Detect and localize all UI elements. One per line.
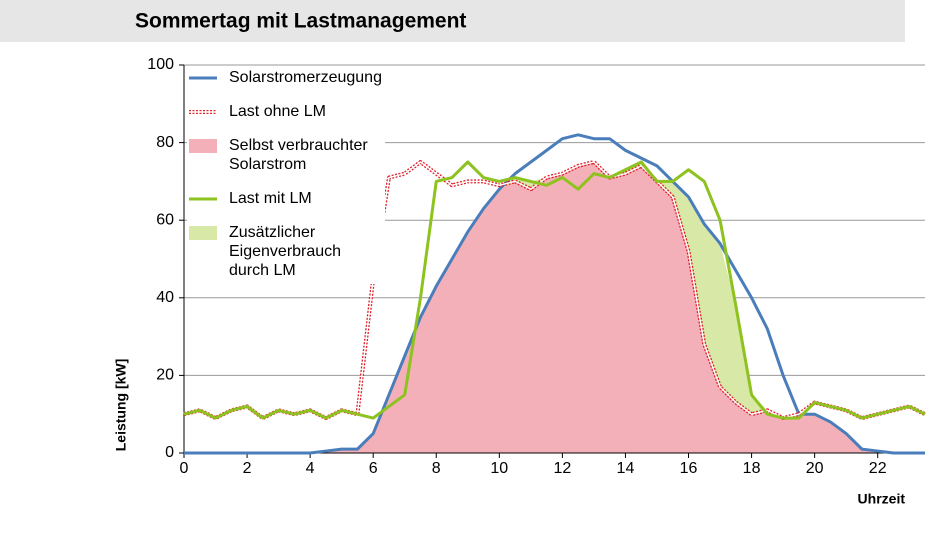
legend-label: Last ohne LM bbox=[229, 103, 326, 120]
x-tick-label: 12 bbox=[553, 460, 571, 477]
legend-entry: Solarstromerzeugung bbox=[189, 68, 382, 87]
legend-entry: Last mit LM bbox=[189, 189, 379, 208]
x-tick-label: 18 bbox=[743, 460, 761, 477]
legend-swatch bbox=[189, 76, 217, 80]
legend-swatch-fill bbox=[189, 139, 217, 153]
legend-entry: Last ohne LM bbox=[189, 102, 379, 121]
legend: Solarstromerzeugung Last ohne LM Selbst ve… bbox=[187, 66, 385, 284]
legend-entry: Zusätzlicher Eigenverbrauch durch LM bbox=[189, 223, 379, 280]
x-tick-label: 16 bbox=[680, 460, 698, 477]
area bbox=[184, 162, 925, 453]
x-tick-label: 2 bbox=[243, 460, 252, 477]
x-tick-label: 8 bbox=[432, 460, 441, 477]
x-tick-label: 22 bbox=[869, 460, 887, 477]
title-band bbox=[0, 0, 905, 42]
chart-title: Sommertag mit Lastmanagement bbox=[135, 10, 466, 33]
line bbox=[183, 160, 926, 420]
x-tick-label: 10 bbox=[490, 460, 508, 477]
y-tick-label: 0 bbox=[165, 444, 174, 461]
y-tick-label: 40 bbox=[156, 289, 174, 306]
x-tick-label: 4 bbox=[306, 460, 315, 477]
legend-swatch-fill bbox=[189, 226, 217, 240]
x-tick-label: 6 bbox=[369, 460, 378, 477]
y-tick-label: 80 bbox=[156, 134, 174, 151]
y-tick-label: 20 bbox=[156, 367, 174, 384]
legend-swatch bbox=[189, 110, 217, 114]
legend-label: Last mit LM bbox=[229, 190, 312, 207]
legend-swatch bbox=[189, 226, 217, 240]
area bbox=[184, 162, 925, 453]
legend-label: Solarstromerzeugung bbox=[229, 69, 382, 86]
y-tick-label: 60 bbox=[156, 211, 174, 228]
legend-swatch bbox=[189, 197, 217, 201]
legend-swatch bbox=[189, 139, 217, 153]
legend-label: Selbst verbrauchter Solarstrom bbox=[229, 137, 368, 173]
y-tick-label: 100 bbox=[147, 56, 174, 73]
x-tick-label: 20 bbox=[806, 460, 824, 477]
x-tick-label: 0 bbox=[180, 460, 189, 477]
legend-entry: Selbst verbrauchter Solarstrom bbox=[189, 136, 379, 174]
y-axis-label: Leistung [kW] bbox=[113, 359, 129, 452]
x-tick-label: 14 bbox=[617, 460, 635, 477]
legend-label: Zusätzlicher Eigenverbrauch durch LM bbox=[229, 224, 342, 279]
x-axis-label: Uhrzeit bbox=[858, 491, 906, 507]
